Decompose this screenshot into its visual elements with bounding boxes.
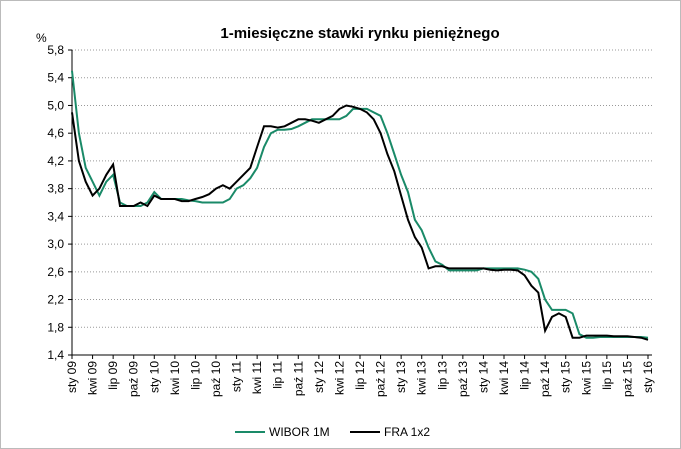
x-tick-label: sty 10 — [147, 361, 161, 393]
x-tick-label: sty 15 — [559, 361, 573, 393]
y-tick-label: 3,4 — [47, 209, 64, 223]
x-tick-label: paź 11 — [291, 361, 305, 396]
y-tick-label: 1,8 — [47, 320, 64, 334]
x-tick-label: kwi 13 — [415, 361, 429, 395]
y-tick-label: 3,0 — [47, 237, 64, 251]
x-tick-label: kwi 11 — [250, 361, 264, 394]
x-tick-label: kwi 10 — [168, 361, 182, 395]
x-tick-label: sty 13 — [394, 361, 408, 393]
y-tick-label: 4,2 — [47, 154, 64, 168]
x-tick-label: lip 15 — [600, 361, 614, 390]
y-tick-label: 2,6 — [47, 265, 64, 279]
x-tick-label: sty 16 — [641, 361, 655, 393]
x-tick-label: sty 14 — [476, 361, 490, 393]
x-tick-label: paź 12 — [374, 361, 388, 397]
x-tick-label: kwi 14 — [497, 361, 511, 395]
y-tick-label: 5,0 — [47, 98, 64, 112]
x-tick-label: lip 13 — [435, 361, 449, 390]
x-tick-label: kwi 12 — [332, 361, 346, 395]
y-tick-label: 2,2 — [47, 293, 64, 307]
x-tick-label: paź 13 — [456, 361, 470, 397]
x-tick-label: lip 11 — [271, 361, 285, 389]
x-tick-label: lip 14 — [518, 361, 532, 390]
y-unit: % — [36, 31, 47, 45]
y-tick-label: 5,8 — [47, 43, 64, 57]
y-tick-label: 5,4 — [47, 71, 64, 85]
x-tick-label: kwi 15 — [579, 361, 593, 395]
x-tick-label: sty 12 — [312, 361, 326, 393]
legend-label: FRA 1x2 — [384, 425, 430, 439]
line-series — [71, 104, 649, 341]
chart-title: 1-miesięczne stawki rynku pieniężnego — [220, 25, 499, 42]
y-tick-label: 1,4 — [47, 348, 64, 362]
x-tick-label: lip 10 — [188, 361, 202, 390]
y-tick-label: 3,8 — [47, 182, 64, 196]
x-tick-label: kwi 09 — [86, 361, 100, 395]
x-tick-label: paź 09 — [127, 361, 141, 397]
x-tick-label: sty 11 — [230, 361, 244, 392]
legend-label: WIBOR 1M — [269, 425, 330, 439]
x-tick-label: paź 15 — [620, 361, 634, 397]
x-tick-label: lip 12 — [353, 361, 367, 390]
x-tick-label: lip 09 — [106, 361, 120, 390]
x-tick-label: sty 09 — [65, 361, 79, 393]
y-tick-label: 4,6 — [47, 126, 64, 140]
x-tick-label: paź 10 — [209, 361, 223, 397]
x-tick-label: paź 14 — [538, 361, 552, 397]
